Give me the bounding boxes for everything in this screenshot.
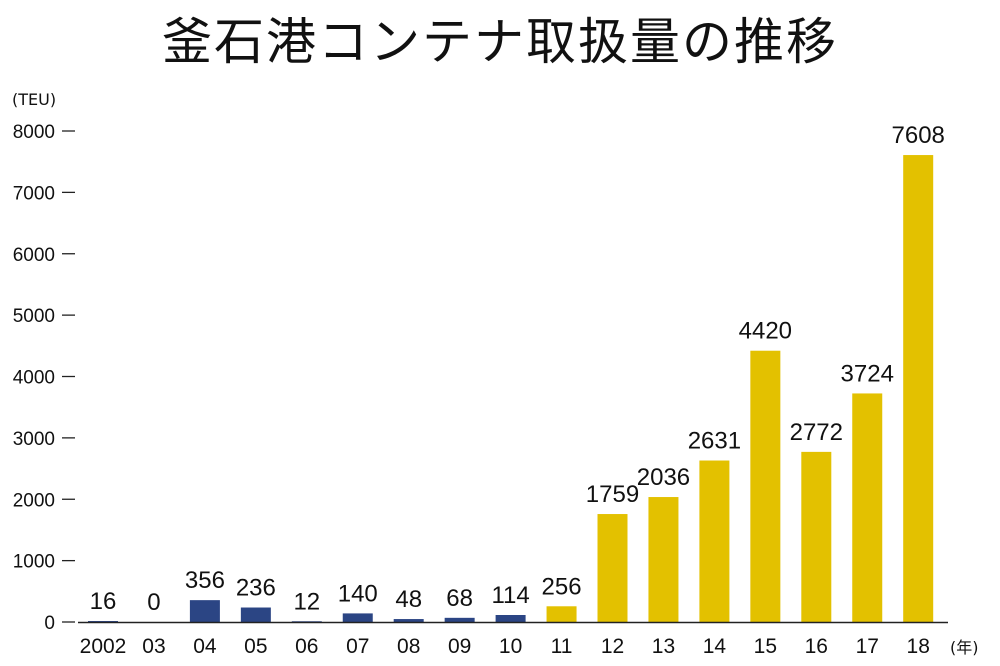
bar-09 (444, 617, 475, 622)
data-label: 68 (446, 585, 473, 612)
bar-16 (801, 451, 832, 622)
bar-04 (189, 600, 220, 622)
y-axis-unit-label: (TEU) (12, 90, 56, 109)
y-tick-label: 5000 (13, 306, 55, 327)
bar-13 (648, 497, 679, 622)
data-label: 256 (542, 573, 582, 600)
data-label: 236 (236, 575, 276, 602)
chart-title: 釜石港コンテナ取扱量の推移 (162, 13, 838, 71)
data-label: 16 (90, 588, 117, 615)
bar-18 (903, 155, 934, 622)
bar-11 (546, 606, 577, 622)
y-tick-label: 1000 (13, 552, 55, 573)
x-tick-label: 2002 (80, 635, 127, 658)
data-label: 4420 (739, 318, 792, 345)
bar-10 (495, 615, 526, 622)
data-label: 2772 (790, 419, 843, 446)
data-label: 114 (491, 582, 529, 609)
data-label: 48 (395, 586, 422, 613)
bar-17 (852, 393, 883, 622)
x-tick-label: 18 (907, 635, 930, 658)
x-tick-label: 09 (448, 635, 471, 658)
x-tick-label: 16 (805, 635, 828, 658)
x-axis-unit-label: (年) (950, 638, 979, 657)
x-tick-label: 13 (652, 635, 675, 658)
x-tick-label: 06 (295, 635, 318, 658)
x-tick-label: 08 (397, 635, 420, 658)
data-label: 12 (293, 588, 320, 615)
y-tick-label: 0 (44, 613, 55, 634)
x-tick-label: 03 (142, 635, 165, 658)
bar-05 (240, 607, 271, 622)
y-tick-label: 6000 (13, 245, 55, 266)
x-tick-label: 12 (601, 635, 624, 658)
data-label: 3724 (841, 360, 894, 387)
x-tick-label: 05 (244, 635, 267, 658)
x-tick-label: 17 (856, 635, 879, 658)
x-tick-label: 11 (551, 635, 573, 658)
data-label: 2631 (688, 428, 741, 455)
bar-15 (750, 350, 781, 622)
x-tick-label: 04 (193, 635, 217, 658)
bar-08 (393, 619, 424, 622)
x-tick-label: 14 (703, 635, 727, 658)
y-tick-label: 8000 (13, 122, 55, 143)
bar-14 (699, 460, 730, 622)
y-tick-label: 7000 (13, 183, 55, 204)
data-label: 2036 (637, 464, 690, 491)
y-tick-label: 2000 (13, 490, 55, 511)
x-tick-label: 10 (499, 635, 522, 658)
y-tick-label: 4000 (13, 368, 55, 389)
data-label: 0 (147, 589, 160, 616)
bar-12 (597, 514, 628, 622)
bar-06 (291, 621, 322, 622)
data-label: 140 (338, 580, 378, 607)
bar-07 (342, 613, 373, 622)
x-tick-label: 07 (346, 635, 369, 658)
data-label: 7608 (892, 122, 945, 149)
x-tick-label: 15 (754, 635, 777, 658)
data-label: 1759 (586, 481, 639, 508)
bar-2002 (88, 621, 118, 622)
y-tick-label: 3000 (13, 429, 55, 450)
data-label: 356 (185, 567, 225, 594)
